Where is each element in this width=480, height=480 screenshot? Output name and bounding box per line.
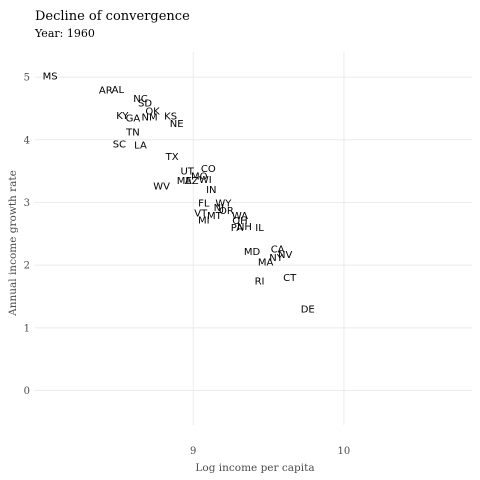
x-tick-label: 9: [190, 446, 196, 457]
point-label-wa: WA: [232, 211, 248, 222]
point-label-co: CO: [201, 164, 216, 175]
x-axis-title: Log income per capita: [195, 462, 314, 474]
point-label-az: AZ: [185, 176, 199, 187]
y-tick-label: 4: [24, 135, 30, 146]
point-label-ga: GA: [126, 113, 141, 124]
point-label-la: LA: [134, 140, 147, 151]
x-tick-label: 10: [338, 446, 351, 457]
point-label-in: IN: [206, 185, 216, 196]
point-label-ne: NE: [170, 119, 184, 130]
point-label-ma: MA: [258, 258, 274, 269]
point-label-mo: MO: [191, 172, 208, 183]
point-label-wv: WV: [153, 182, 170, 193]
point-label-nv: NV: [278, 250, 292, 261]
point-label-nc: NC: [133, 94, 147, 105]
point-label-ok: OK: [145, 106, 160, 117]
y-tick-label: 1: [24, 323, 30, 334]
point-label-ky: KY: [116, 111, 129, 122]
point-label-nm: NM: [141, 113, 157, 124]
point-label-mi: MI: [198, 216, 210, 227]
chart-title: Decline of convergence: [35, 9, 190, 24]
point-label-tn: TN: [125, 128, 140, 139]
point-label-wy: WY: [215, 199, 232, 210]
point-label-mt: MT: [207, 211, 223, 222]
point-label-ny: NY: [269, 253, 283, 264]
point-label-il: IL: [255, 223, 264, 234]
x-axis: 9 10: [190, 446, 350, 457]
point-label-md: MD: [244, 247, 261, 258]
point-label-fl: FL: [198, 199, 210, 210]
y-tick-label: 2: [24, 261, 30, 272]
point-label-oh: OH: [232, 216, 247, 227]
y-axis-title: Annual income growth rate: [7, 170, 19, 317]
y-tick-label: 3: [24, 198, 30, 209]
gridlines: [35, 52, 472, 425]
point-label-nh: NH: [237, 222, 252, 233]
point-label-de: DE: [301, 305, 315, 316]
y-axis: 0 1 2 3 4 5: [24, 73, 30, 397]
point-label-or: OR: [219, 206, 234, 217]
point-label-ca: CA: [271, 244, 285, 255]
point-label-tx: TX: [165, 152, 179, 163]
y-tick-label: 0: [24, 386, 30, 397]
point-label-sc: SC: [113, 140, 126, 151]
y-tick-label: 5: [24, 73, 30, 84]
point-label-ar: AR: [99, 86, 113, 97]
chart-subtitle: Year: 1960: [34, 27, 95, 40]
point-label-ri: RI: [255, 276, 265, 287]
point-label-nj: NJ: [214, 203, 224, 214]
point-label-wi: WI: [199, 175, 212, 186]
point-label-al: AL: [112, 85, 125, 96]
point-label-ut: UT: [180, 167, 194, 178]
point-label-sd: SD: [138, 98, 152, 109]
point-label-ks: KS: [164, 111, 177, 122]
point-label-ct: CT: [283, 273, 297, 284]
point-label-vt: VT: [194, 209, 208, 220]
point-label-pa: PA: [231, 223, 243, 234]
point-label-me: ME: [177, 176, 192, 187]
point-label-ms: MS: [43, 71, 58, 82]
